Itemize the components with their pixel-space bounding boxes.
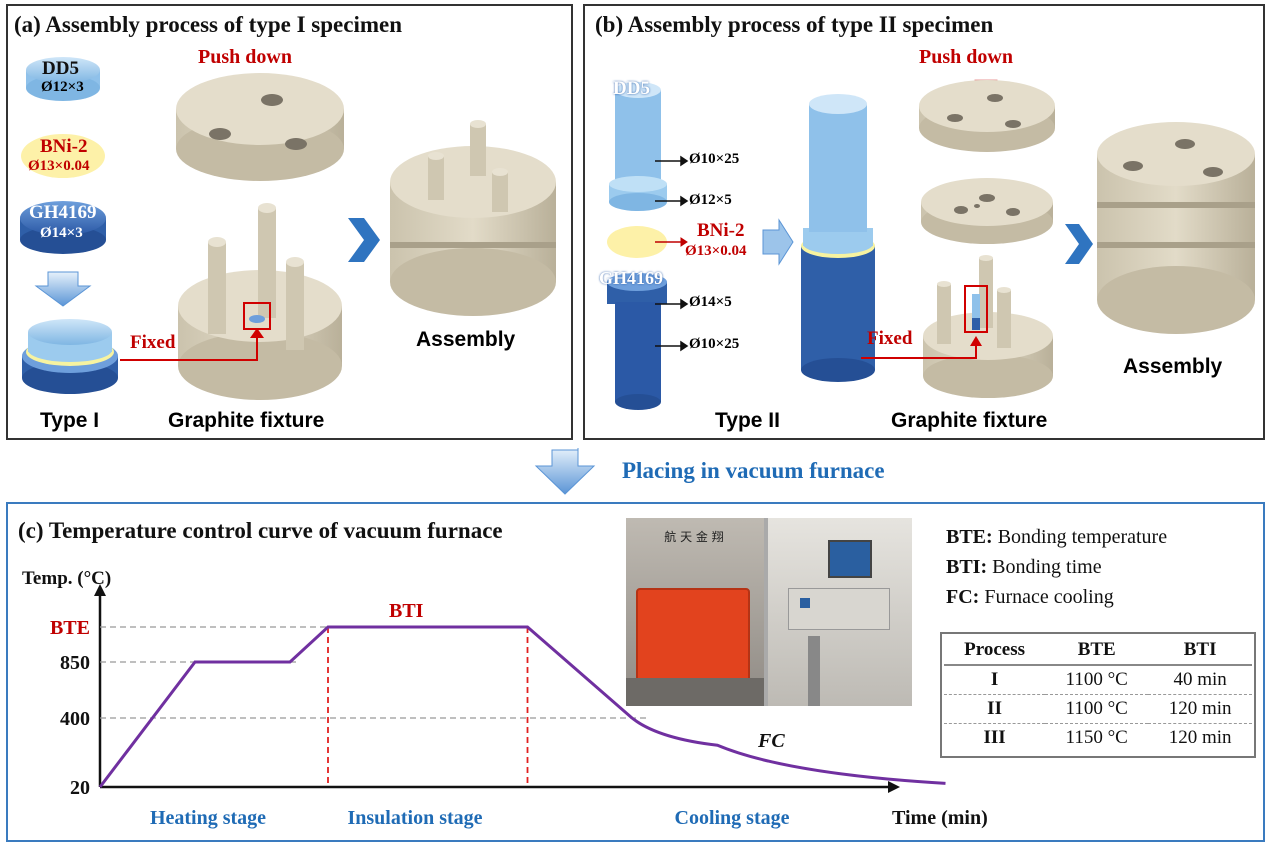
y-tick-label: 20 xyxy=(70,777,90,799)
abbrev-legend: BTE: Bonding temperature BTI: Bonding ti… xyxy=(946,522,1167,612)
bni2-label: BNi-2 xyxy=(40,136,88,157)
legend-bti: BTI: Bonding time xyxy=(946,556,1102,578)
panel-b: (b) Assembly process of type II specimen xyxy=(583,4,1265,440)
dimension-arrows xyxy=(655,155,689,352)
furnace-sign: 航 天 金 翔 xyxy=(664,530,724,544)
fixture-mid-plate-b xyxy=(921,178,1053,244)
push-down-label-b: Push down xyxy=(919,46,1013,68)
dd5-rod xyxy=(609,82,667,211)
bni2-label-b: BNi-2 xyxy=(697,220,745,241)
bni2-foil xyxy=(21,134,105,178)
x-axis-arrowhead xyxy=(888,781,900,793)
control-panel-icon xyxy=(788,588,890,630)
fixture-label-b: Graphite fixture xyxy=(891,409,1048,432)
assembly-a xyxy=(390,120,556,316)
bti-annotation: BTI xyxy=(389,600,424,622)
y-axis-label: Temp. (°C) xyxy=(22,568,111,589)
panel-a-illustration xyxy=(20,57,556,400)
assembly-b xyxy=(1097,122,1255,334)
fixture-base-b xyxy=(923,255,1053,398)
assembly-label-b: Assembly xyxy=(1123,355,1223,378)
y-axis-arrowhead xyxy=(94,584,106,596)
gh4169-size: Ø14×3 xyxy=(40,225,83,241)
stage-insulation-label: Insulation stage xyxy=(347,807,482,829)
legend-bte: BTE: Bonding temperature xyxy=(946,526,1168,548)
furnace-photo: 航 天 金 翔 xyxy=(626,518,912,706)
fixture-top-plate-b xyxy=(919,80,1055,152)
down-arrow xyxy=(34,271,92,307)
right-arrow-b xyxy=(762,218,794,266)
assembly-label-a: Assembly xyxy=(416,328,516,351)
fixture-base xyxy=(178,203,342,400)
dim-label-1: Ø10×25 xyxy=(689,151,740,167)
panel-c-title: (c) Temperature control curve of vacuum … xyxy=(18,518,503,543)
table-row: II 1100 °C 120 min xyxy=(944,694,1252,724)
y-tick-label: 850 xyxy=(60,652,90,674)
bni2-arrow xyxy=(655,237,688,247)
dd5-label-b: DD5 xyxy=(613,78,650,99)
table-row: III 1150 °C 120 min xyxy=(944,723,1252,752)
dim-label-4: Ø10×25 xyxy=(689,336,740,352)
dim-label-3: Ø14×5 xyxy=(689,294,732,310)
stage-cooling-label: Cooling stage xyxy=(675,807,790,829)
table-header-bti: BTI xyxy=(1148,636,1252,666)
y-tick-label: 400 xyxy=(60,708,90,730)
control-screen-icon xyxy=(828,540,872,578)
gh4169-label: GH4169 xyxy=(29,202,97,223)
chevron-arrow xyxy=(348,218,380,262)
type2-specimen xyxy=(801,94,875,382)
table-header-bte: BTE xyxy=(1045,636,1149,666)
transfer-label: Placing in vacuum furnace xyxy=(622,458,885,483)
panel-b-illustration xyxy=(607,79,1255,410)
process-table-frame: Process BTE BTI I 1100 °C 40 min II 1100… xyxy=(940,632,1256,758)
dd5-disc xyxy=(26,57,100,101)
fixed-label-b: Fixed xyxy=(867,328,913,349)
type2-label: Type II xyxy=(715,409,780,432)
panel-a-title: (a) Assembly process of type I specimen xyxy=(14,12,402,37)
fixture-label-a: Graphite fixture xyxy=(168,409,325,432)
process-table: Process BTE BTI I 1100 °C 40 min II 1100… xyxy=(944,636,1252,752)
chevron-arrow-b xyxy=(1065,224,1093,264)
y-tick-label: BTE xyxy=(50,617,90,639)
panel-c: (c) Temperature control curve of vacuum … xyxy=(6,502,1265,842)
fixed-connector xyxy=(120,336,258,361)
x-axis-label: Time (min) xyxy=(892,807,988,829)
fixed-label: Fixed xyxy=(130,332,176,353)
dim-label-2: Ø12×5 xyxy=(689,192,732,208)
legend-fc: FC: Furnace cooling xyxy=(946,586,1114,608)
bni2-size: Ø13×0.04 xyxy=(28,158,90,174)
dd5-size: Ø12×3 xyxy=(41,79,84,95)
dd5-label: DD5 xyxy=(42,58,79,79)
panel-b-title: (b) Assembly process of type II specimen xyxy=(595,12,994,37)
fixed-connector-b xyxy=(861,344,977,359)
fixture-top-plate xyxy=(176,73,344,181)
table-header-process: Process xyxy=(944,636,1046,666)
panel-a: (a) Assembly process of type I specimen xyxy=(6,4,573,440)
furnace-photo-right xyxy=(768,518,912,706)
table-row: I 1100 °C 40 min xyxy=(990,669,1227,690)
furnace-photo-left: 航 天 金 翔 xyxy=(626,518,764,706)
gh4169-label-b: GH4169 xyxy=(599,268,664,288)
fc-annotation: FC xyxy=(757,730,785,752)
temperature-chart: 20 400 850 BTE Temp. (°C) Time (min) BTI FC Heat… xyxy=(22,568,988,829)
bni2-size-b: Ø13×0.04 xyxy=(685,243,747,259)
type1-label: Type I xyxy=(40,409,100,432)
push-down-label: Push down xyxy=(198,46,292,68)
bni2-foil-b xyxy=(607,226,667,258)
type1-specimen xyxy=(22,319,118,394)
gh4169-rod xyxy=(607,273,667,410)
control-buttons-icon xyxy=(800,598,810,608)
stage-heating-label: Heating stage xyxy=(150,807,266,829)
temperature-curve xyxy=(98,625,946,788)
gh4169-disc xyxy=(20,201,106,254)
furnace-door-icon xyxy=(636,588,750,682)
